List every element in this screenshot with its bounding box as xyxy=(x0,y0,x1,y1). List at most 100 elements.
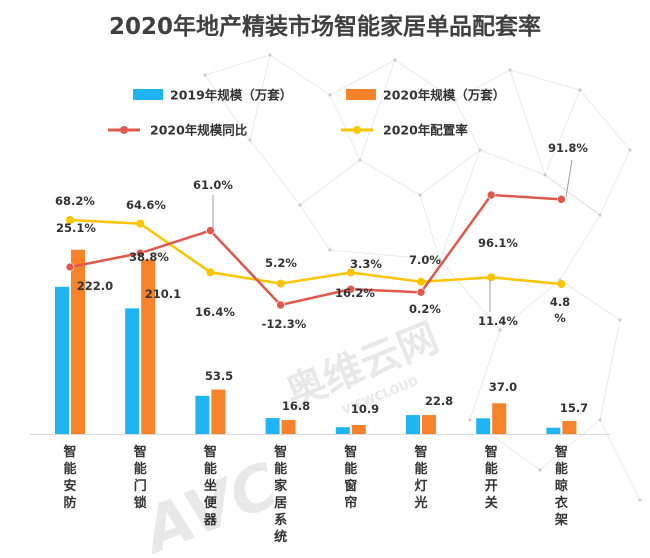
point-yoy xyxy=(557,195,566,204)
rate-value-label: 5.2% xyxy=(265,256,297,270)
decor-node xyxy=(358,158,362,162)
decor-link xyxy=(544,174,601,216)
yoy-value-label: -12.3% xyxy=(262,317,307,331)
bar-2020 xyxy=(492,403,507,434)
decor-node xyxy=(268,53,272,57)
legend-label: 2019年规模（万套） xyxy=(170,88,292,103)
point-config-rate xyxy=(276,279,285,288)
legend-item: 2019年规模（万套） xyxy=(133,88,292,103)
decor-link xyxy=(204,74,251,141)
rate-value-label: 16.2% xyxy=(335,286,375,300)
x-tick-char: 锁 xyxy=(134,495,147,511)
x-tick-char: 能 xyxy=(134,461,147,477)
decor-link xyxy=(509,69,546,176)
x-tick-char: 光 xyxy=(413,495,427,511)
point-config-rate xyxy=(487,273,496,282)
legend: 2019年规模（万套） 2020年规模（万套） 2020年规模同比 2020年配置率 xyxy=(108,88,505,138)
labels-layer: 222.0 25.1% 68.2% 210.1 38.8% 64.6% 53.5 61.0% 1… xyxy=(55,141,588,416)
x-tick-char: 能 xyxy=(204,461,217,477)
x-tick-char: 防 xyxy=(63,495,76,511)
decor-node xyxy=(298,203,302,207)
point-yoy xyxy=(135,248,145,258)
decor-link xyxy=(329,94,361,161)
legend-label: 2020年规模（万套） xyxy=(383,88,505,103)
point-config-rate xyxy=(66,216,74,224)
bar-2020 xyxy=(422,415,436,434)
rate-value-label: 7.0% xyxy=(409,253,441,267)
point-config-rate xyxy=(346,268,355,277)
decor-node xyxy=(598,418,602,422)
x-tick-char: 晾 xyxy=(555,478,568,494)
x-tick-char: 家 xyxy=(274,478,288,494)
decor-link xyxy=(599,149,631,216)
decor-node xyxy=(618,318,622,322)
x-tick-char: 能 xyxy=(274,461,287,477)
decor-link xyxy=(479,149,546,176)
x-tick-char: 统 xyxy=(274,529,287,545)
legend-item: 2020年规模同比 xyxy=(108,123,248,138)
x-tick-char: 架 xyxy=(554,512,568,528)
rate-value-label: 4.8 xyxy=(550,295,570,309)
x-tick-char: 便 xyxy=(204,495,218,511)
bar-value-label: 222.0 xyxy=(77,279,113,293)
decor-node xyxy=(418,193,422,197)
decor-node xyxy=(538,468,542,472)
bar-2019 xyxy=(406,415,420,434)
decor-link xyxy=(509,69,581,91)
yoy-value-label: 3.3% xyxy=(350,257,382,271)
decor-link xyxy=(299,204,331,251)
yoy-value-label: 91.8% xyxy=(548,141,588,155)
decor-link xyxy=(249,139,301,206)
legend-item: 2020年规模（万套） xyxy=(346,88,505,103)
decor-link xyxy=(454,99,481,151)
bar-value-label: 16.8 xyxy=(282,399,310,413)
rate-value-label: 16.4% xyxy=(195,305,235,319)
bar-2019 xyxy=(55,286,69,434)
bar-value-label: 210.1 xyxy=(145,287,181,301)
chart-title: 2020年地产精装市场智能家居单品配套率 xyxy=(109,13,541,40)
decor-link xyxy=(419,194,441,261)
x-tick-char: 能 xyxy=(344,461,357,477)
bar-2020 xyxy=(281,420,296,434)
legend-swatch xyxy=(133,89,163,100)
x-tick-char: 智 xyxy=(414,444,427,460)
decor-link xyxy=(439,259,501,331)
decor-node xyxy=(328,93,332,97)
bar-2019 xyxy=(476,418,491,434)
rate-value-label: % xyxy=(554,311,566,325)
decor-link xyxy=(269,54,331,96)
decor-link xyxy=(599,419,641,501)
x-tick-char: 智 xyxy=(204,444,217,460)
decor-link xyxy=(329,249,441,261)
decor-link xyxy=(559,214,601,281)
point-yoy xyxy=(486,190,496,200)
bar-value-label: 10.9 xyxy=(351,402,379,416)
x-tick-char: 智 xyxy=(63,444,76,460)
bars-layer xyxy=(55,249,577,434)
point-yoy xyxy=(346,284,356,294)
decor-node xyxy=(248,138,252,142)
point-yoy xyxy=(206,226,215,235)
decor-node xyxy=(508,68,512,72)
rate-value-label: 68.2% xyxy=(55,194,95,208)
decor-link xyxy=(469,329,501,421)
x-tick-char: 能 xyxy=(485,461,498,477)
bar-value-label: 15.7 xyxy=(560,401,588,415)
x-tick-char: 智 xyxy=(134,444,147,460)
decor-link xyxy=(204,54,271,76)
line-yoy xyxy=(69,193,562,307)
x-tick-char: 智 xyxy=(344,444,357,460)
bar-value-label: 37.0 xyxy=(489,380,517,394)
decor-link xyxy=(599,319,621,421)
x-tick-char: 帘 xyxy=(344,495,357,511)
yoy-value-label: 96.1% xyxy=(478,236,518,250)
decor-node xyxy=(478,148,482,152)
point-config-rate xyxy=(557,280,566,288)
decor-node xyxy=(203,73,207,77)
